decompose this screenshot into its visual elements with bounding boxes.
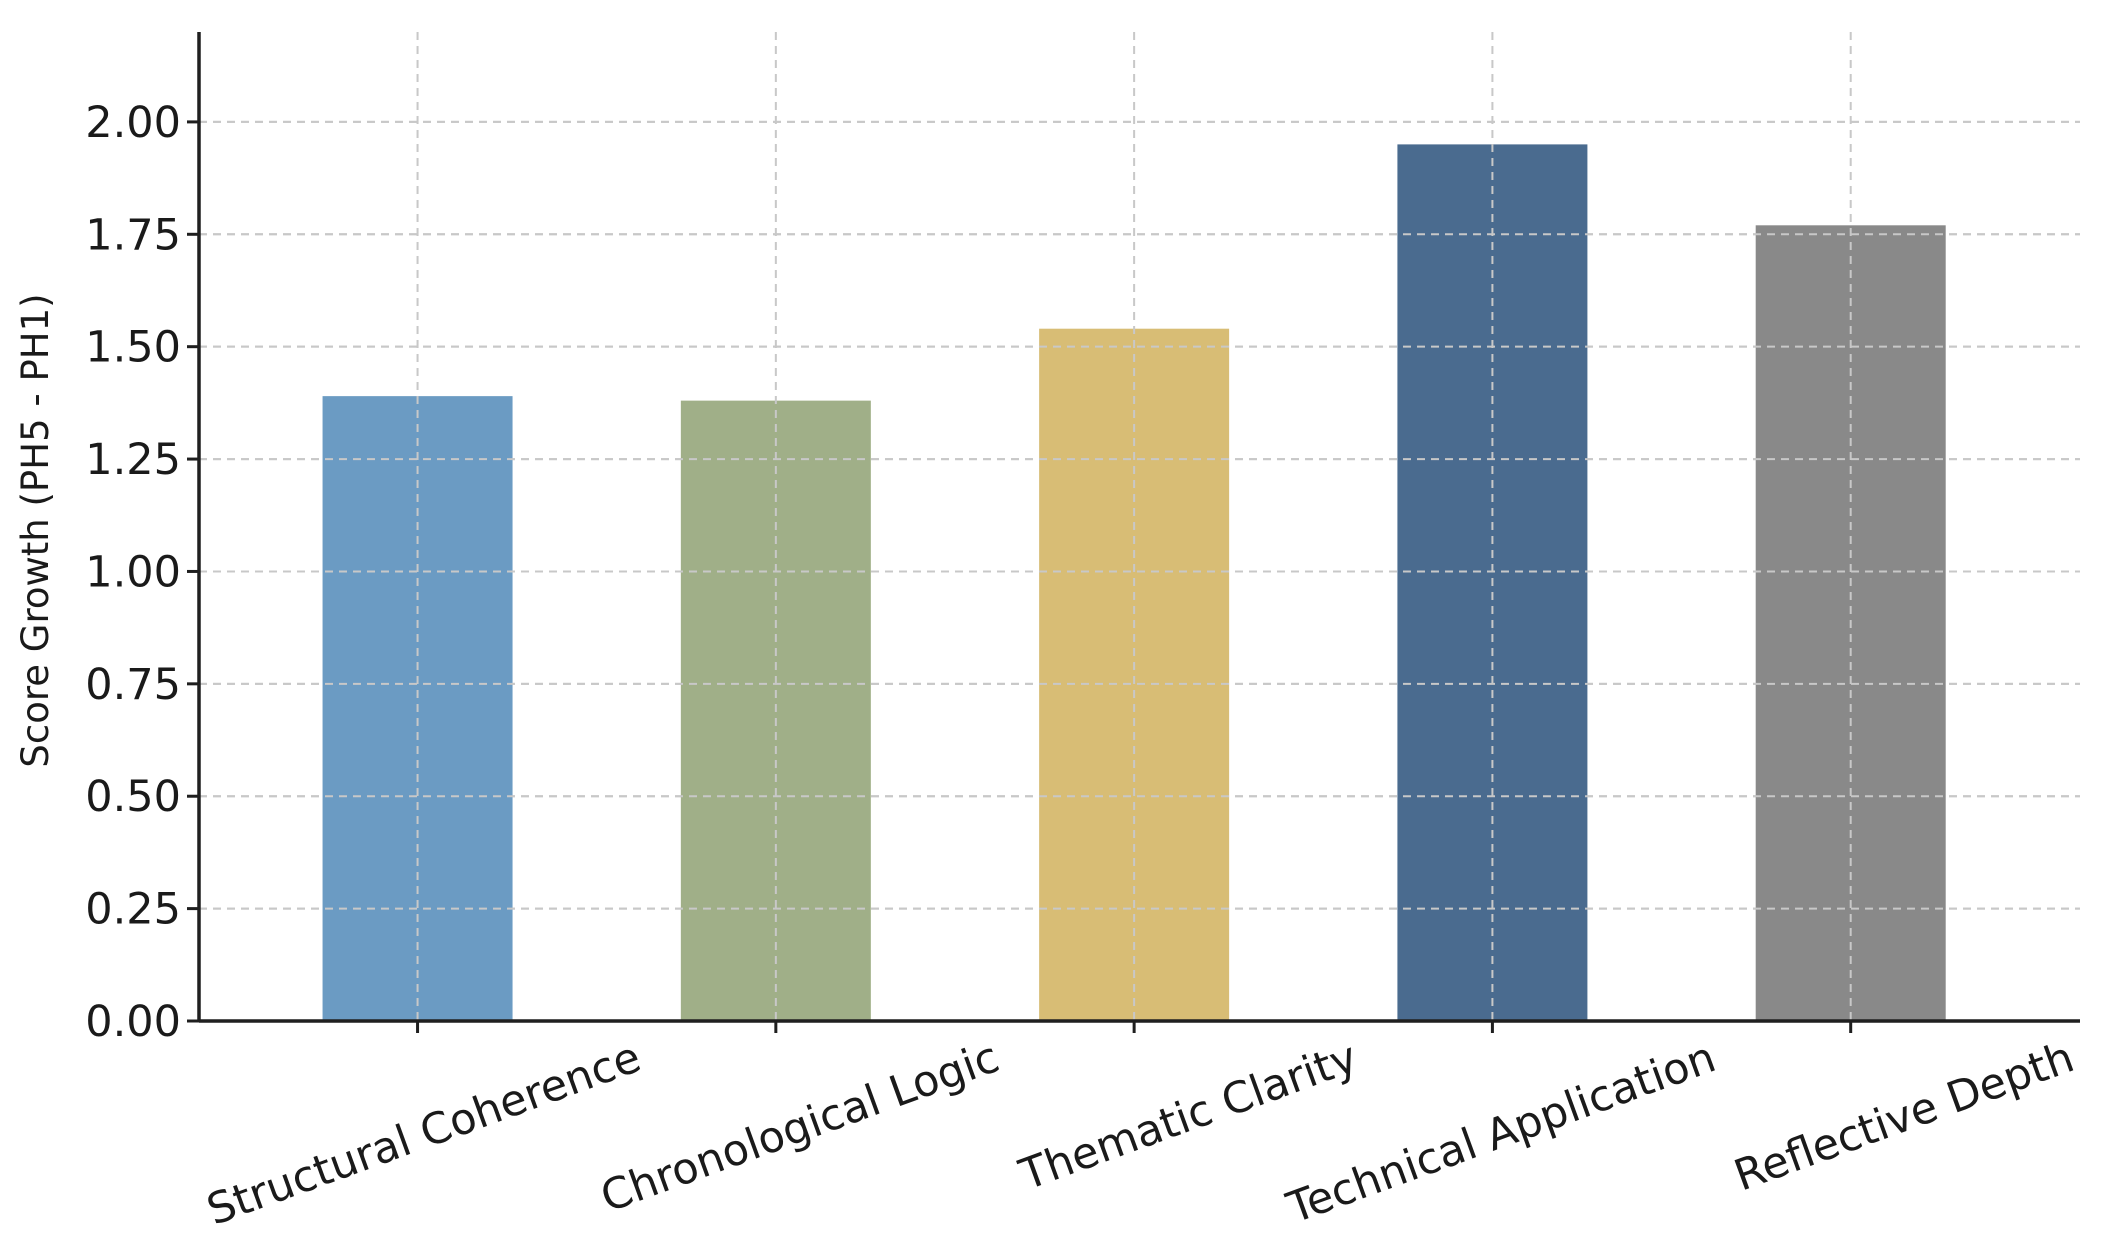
y-tick-label: 1.50	[85, 323, 181, 373]
y-tick-label: 1.75	[85, 210, 181, 260]
axes	[197, 32, 2080, 1023]
y-axis-title: Score Growth (PH5 - PH1)	[14, 293, 57, 767]
y-tick-label: 0.25	[85, 885, 181, 935]
x-tick-label: Structural Coherence	[201, 1032, 648, 1235]
y-tick-label: 2.00	[85, 98, 181, 148]
y-ticks: 0.00 0.25 0.50 0.75 1.00 1.25 1.50 1.75 2.00	[85, 98, 199, 1047]
y-tick-label: 0.50	[85, 772, 181, 822]
bars	[199, 32, 2080, 1022]
x-tick-label: Reflective Depth	[1728, 1032, 2081, 1201]
y-tick-label: 0.00	[85, 997, 181, 1047]
y-tick-label: 1.25	[85, 435, 181, 485]
y-tick-label: 0.75	[85, 660, 181, 710]
y-tick-label: 1.00	[85, 547, 181, 597]
x-tick-label: Chronological Logic	[594, 1032, 1005, 1222]
